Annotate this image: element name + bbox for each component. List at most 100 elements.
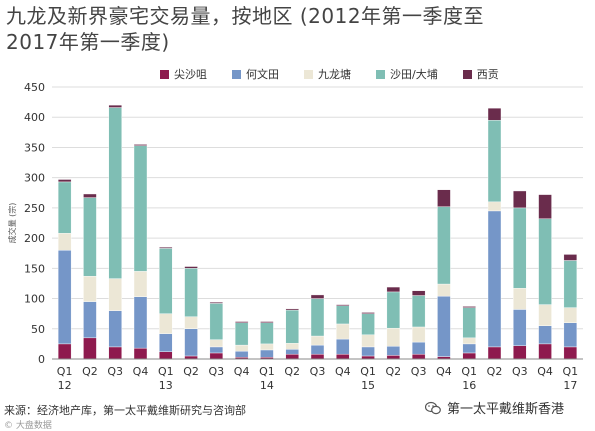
- bar-segment: [260, 322, 274, 345]
- bar-segment: [336, 323, 350, 340]
- bar-segment: [310, 353, 325, 360]
- bar-segment: [83, 337, 97, 360]
- bar-segment: [487, 120, 502, 203]
- x-tick-label: Q3: [512, 365, 528, 378]
- x-tick-year: 16: [462, 379, 476, 392]
- x-tick-year: 14: [260, 379, 274, 392]
- y-tick-label: 50: [31, 323, 45, 336]
- bar-segment: [260, 343, 274, 351]
- bar-segment: [361, 313, 375, 336]
- chart-legend: 尖沙咀 何文田 九龙塘 沙田/大埔 西贡: [160, 66, 499, 82]
- bar-segment: [260, 349, 274, 358]
- x-tick-label: Q2: [82, 365, 98, 378]
- bar-segment: [487, 210, 502, 348]
- bar-segment: [159, 333, 173, 352]
- bar-segment: [538, 218, 552, 305]
- bar-segment: [260, 321, 274, 323]
- bar-segment: [563, 307, 578, 323]
- y-tick-label: 400: [24, 111, 45, 124]
- x-tick-year: 12: [58, 379, 72, 392]
- bar-segment: [563, 346, 578, 360]
- bar-segment: [336, 305, 350, 325]
- x-tick-label: Q4: [335, 365, 351, 378]
- bar-segment: [386, 327, 401, 347]
- bar-segment: [83, 275, 97, 302]
- y-tick-label: 450: [24, 81, 45, 94]
- bar-segment: [57, 233, 72, 251]
- y-tick-label: 250: [24, 202, 45, 215]
- x-tick-label: Q4: [133, 365, 149, 378]
- legend-label: 九龙塘: [318, 68, 351, 81]
- bar-segment: [83, 193, 97, 198]
- bar-segment: [513, 309, 527, 346]
- bar-segment: [234, 344, 249, 352]
- bar-segment: [57, 181, 72, 234]
- bar-segment: [462, 343, 476, 354]
- wechat-icon: [425, 401, 441, 414]
- bar-segment: [411, 353, 426, 360]
- bar-segment: [513, 207, 527, 289]
- bar-segment: [336, 353, 350, 360]
- bar-segment: [285, 343, 299, 350]
- bar-segment: [108, 346, 122, 360]
- legend-item: 沙田/大埔: [376, 66, 438, 82]
- legend-label: 何文田: [246, 68, 279, 81]
- x-tick-label: Q2: [386, 365, 402, 378]
- bar-segment: [361, 346, 375, 357]
- bar-segment: [234, 350, 249, 358]
- bar-segment: [310, 298, 325, 337]
- x-tick-label: Q4: [537, 365, 553, 378]
- x-tick-year: 15: [361, 379, 375, 392]
- x-tick-label: Q2: [487, 365, 503, 378]
- bar-segment: [386, 346, 401, 356]
- bar-segment: [513, 190, 527, 209]
- watermark-text: 第一太平戴维斯香港: [447, 402, 565, 417]
- bar-segment: [285, 309, 299, 344]
- bar-segment: [411, 290, 426, 296]
- bar-segment: [234, 321, 249, 323]
- bar-segment: [437, 206, 451, 285]
- bar-segment: [108, 104, 122, 108]
- bar-segment: [108, 310, 122, 348]
- legend-label: 西贡: [476, 68, 499, 81]
- bar-segment: [108, 278, 122, 311]
- bar-segment: [310, 294, 325, 299]
- bar-segment: [437, 189, 451, 207]
- watermark: 第一太平戴维斯香港: [425, 398, 564, 417]
- bar-segment: [285, 349, 299, 355]
- bar-segment: [462, 352, 476, 360]
- legend-label: 沙田/大埔: [390, 68, 438, 81]
- bar-segment: [563, 260, 578, 308]
- bar-segment: [336, 338, 350, 355]
- bar-segment: [133, 347, 148, 360]
- x-tick-label: Q3: [209, 365, 225, 378]
- bar-segment: [310, 344, 325, 355]
- legend-item: 尖沙咀: [160, 66, 207, 82]
- legend-swatch: [376, 69, 385, 79]
- bar-segment: [487, 107, 502, 121]
- bar-segment: [361, 312, 375, 314]
- bar-segment: [159, 313, 173, 334]
- bar-segment: [538, 343, 552, 360]
- bar-segment: [234, 322, 249, 346]
- y-tick-label: 200: [24, 232, 45, 245]
- legend-item: 九龙塘: [304, 66, 351, 82]
- x-tick-label: Q4: [436, 365, 452, 378]
- bar-segment: [538, 304, 552, 326]
- bar-segment: [209, 303, 224, 340]
- x-tick-label: Q1: [57, 365, 73, 378]
- bar-segment: [411, 326, 426, 343]
- legend-swatch: [232, 69, 241, 79]
- bar-segment: [83, 197, 97, 277]
- bar-segment: [108, 107, 122, 279]
- legend-swatch: [160, 69, 169, 79]
- bar-segment: [209, 339, 224, 348]
- bar-segment: [462, 337, 476, 345]
- y-axis-title: 成交量 (宗): [7, 203, 17, 244]
- x-tick-label: Q2: [183, 365, 199, 378]
- x-tick-label: Q2: [284, 365, 300, 378]
- bar-segment: [538, 194, 552, 219]
- bar-segment: [513, 345, 527, 360]
- legend-item: 何文田: [232, 66, 279, 82]
